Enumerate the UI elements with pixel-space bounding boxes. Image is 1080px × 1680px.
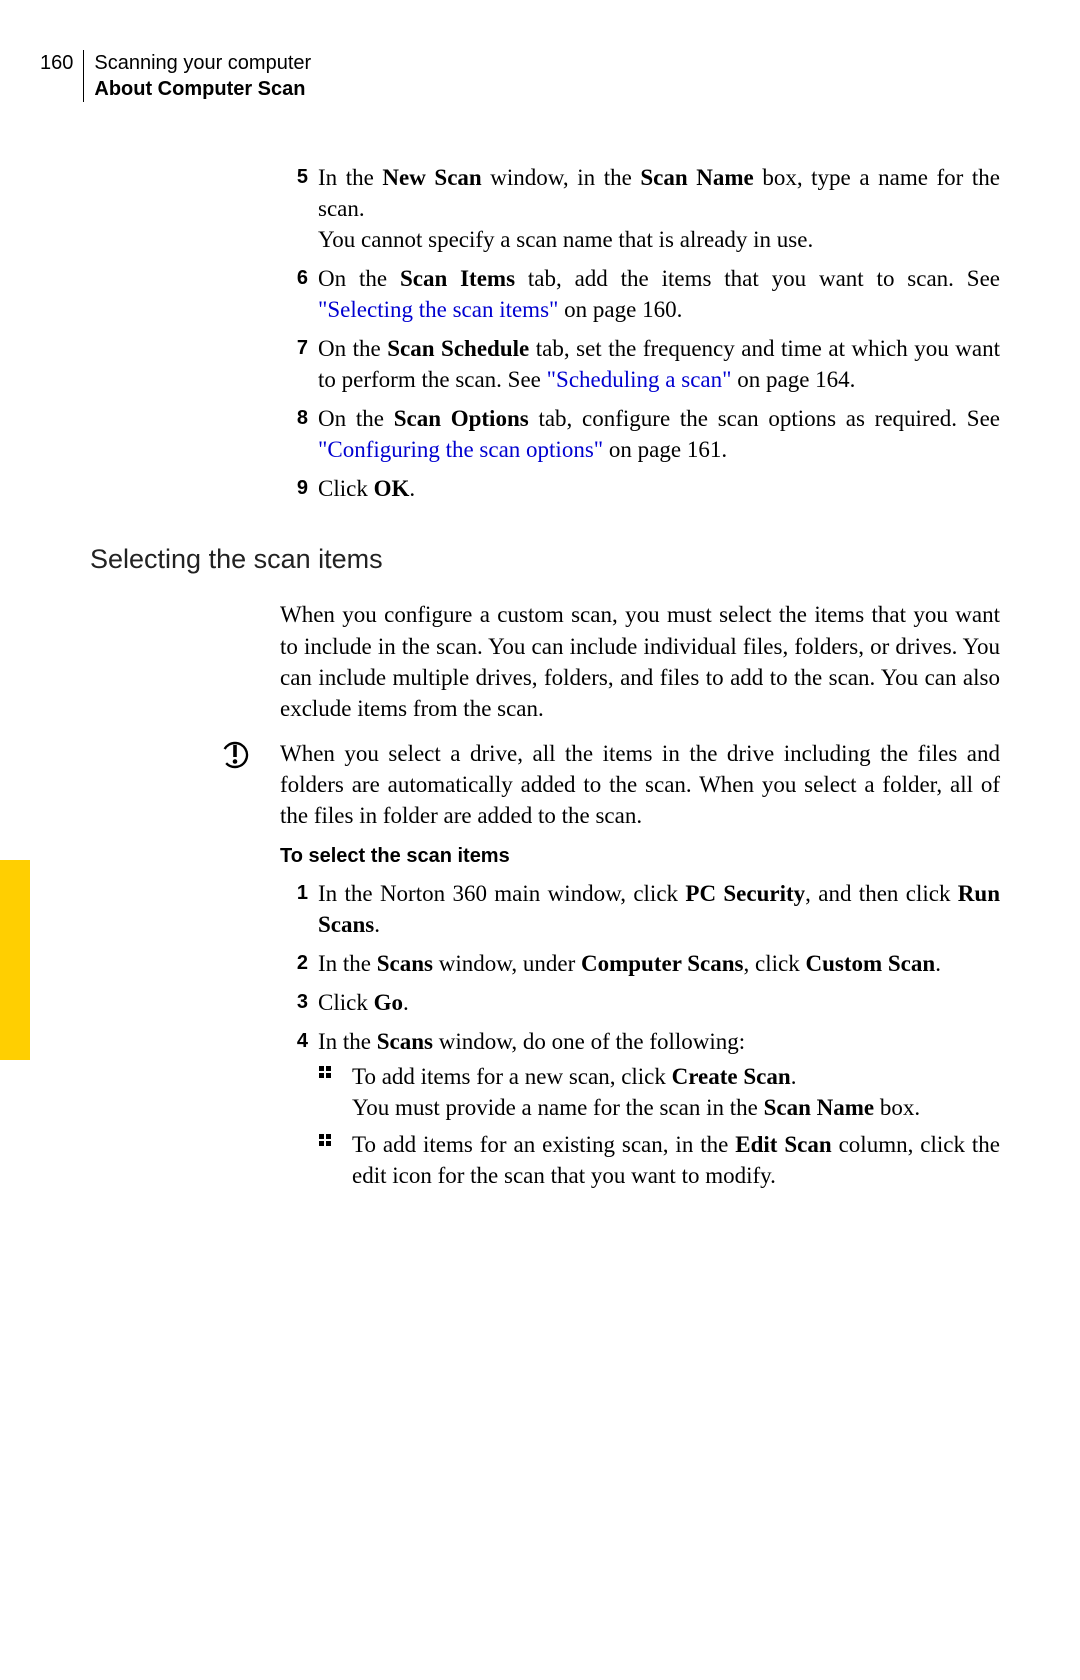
note-text: When you select a drive, all the items i… — [280, 738, 1000, 831]
section-heading: Selecting the scan items — [90, 544, 1000, 575]
step-9: 9 Click OK. — [280, 473, 1000, 504]
text-bold: Scan Items — [400, 266, 515, 291]
text-bold: Scans — [377, 951, 433, 976]
section-body: When you configure a custom scan, you mu… — [40, 599, 1000, 1197]
text-bold: Scan Name — [764, 1095, 875, 1120]
text: In the — [318, 951, 377, 976]
step-number: 3 — [280, 987, 318, 1016]
text: box. — [874, 1095, 920, 1120]
text: . — [791, 1064, 797, 1089]
text: , click — [744, 951, 806, 976]
cross-reference-link[interactable]: "Selecting the scan items" — [318, 297, 558, 322]
text: To add items for an existing scan, in th… — [352, 1132, 735, 1157]
text: In the — [318, 1029, 377, 1054]
cross-reference-link[interactable]: "Scheduling a scan" — [547, 367, 732, 392]
cross-reference-link[interactable]: "Configuring the scan options" — [318, 437, 603, 462]
bullet-item: To add items for an existing scan, in th… — [318, 1129, 1000, 1191]
step-number: 4 — [280, 1026, 318, 1055]
text-bold: Custom Scan — [805, 951, 935, 976]
step-number: 5 — [280, 162, 318, 191]
text-bold: Computer Scans — [581, 951, 744, 976]
bullet-icon — [318, 1061, 352, 1079]
step-number: 2 — [280, 948, 318, 977]
text: . — [935, 951, 941, 976]
text: On the — [318, 336, 387, 361]
step-number: 1 — [280, 878, 318, 907]
step-7: 7 On the Scan Schedule tab, set the freq… — [280, 333, 1000, 395]
step-3: 3 Click Go. — [280, 987, 1000, 1018]
step-1: 1 In the Norton 360 main window, click P… — [280, 878, 1000, 940]
text: on page 161. — [603, 437, 727, 462]
step-2: 2 In the Scans window, under Computer Sc… — [280, 948, 1000, 979]
step-5: 5 In the New Scan window, in the Scan Na… — [280, 162, 1000, 255]
text: . — [403, 990, 409, 1015]
text: window, in the — [482, 165, 641, 190]
chapter-title: Scanning your computer — [94, 50, 311, 76]
text: On the — [318, 266, 400, 291]
step-number: 8 — [280, 403, 318, 432]
text: On the — [318, 406, 394, 431]
text: window, do one of the following: — [433, 1029, 745, 1054]
step-8: 8 On the Scan Options tab, configure the… — [280, 403, 1000, 465]
text: . — [409, 476, 415, 501]
text-bold: New Scan — [382, 165, 481, 190]
step-number: 9 — [280, 473, 318, 502]
text: . — [374, 912, 380, 937]
procedure-title: To select the scan items — [280, 845, 1000, 868]
text-bold: Scan Options — [394, 406, 529, 431]
header-divider — [83, 50, 84, 102]
text: on page 164. — [732, 367, 856, 392]
text-bold: Scans — [377, 1029, 433, 1054]
text: To add items for a new scan, click — [352, 1064, 672, 1089]
text: Click — [318, 476, 374, 501]
text-bold: Create Scan — [672, 1064, 791, 1089]
step-number: 7 — [280, 333, 318, 362]
step-number: 6 — [280, 263, 318, 292]
text-bold: Go — [374, 990, 403, 1015]
page-content: 5 In the New Scan window, in the Scan Na… — [40, 162, 1000, 504]
text: In the — [318, 165, 382, 190]
step-4: 4 In the Scans window, do one of the fol… — [280, 1026, 1000, 1197]
text: tab, add the items that you want to scan… — [515, 266, 1000, 291]
text-bold: Edit Scan — [735, 1132, 831, 1157]
text: window, under — [433, 951, 581, 976]
page-header: 160 Scanning your computer About Compute… — [40, 50, 1000, 102]
note-block: When you select a drive, all the items i… — [280, 738, 1000, 831]
section-title: About Computer Scan — [94, 76, 311, 102]
bullet-icon — [318, 1129, 352, 1147]
bullet-list: To add items for a new scan, click Creat… — [318, 1061, 1000, 1191]
numbered-list-b: 1 In the Norton 360 main window, click P… — [280, 878, 1000, 1197]
text: You must provide a name for the scan in … — [352, 1095, 764, 1120]
text-bold: Scan Name — [640, 165, 753, 190]
paragraph: When you configure a custom scan, you mu… — [280, 599, 1000, 723]
warning-icon — [220, 738, 280, 775]
step-6: 6 On the Scan Items tab, add the items t… — [280, 263, 1000, 325]
bullet-item: To add items for a new scan, click Creat… — [318, 1061, 1000, 1123]
text: tab, configure the scan options as requi… — [529, 406, 1000, 431]
numbered-list-a: 5 In the New Scan window, in the Scan Na… — [280, 162, 1000, 504]
text: , and then click — [805, 881, 958, 906]
text-bold: OK — [374, 476, 410, 501]
text: Click — [318, 990, 374, 1015]
text: You cannot specify a scan name that is a… — [318, 227, 813, 252]
document-page: 160 Scanning your computer About Compute… — [0, 0, 1080, 1255]
text-bold: Scan Schedule — [387, 336, 529, 361]
page-number: 160 — [40, 50, 83, 76]
text-bold: PC Security — [685, 881, 805, 906]
text: In the Norton 360 main window, click — [318, 881, 685, 906]
text: on page 160. — [558, 297, 682, 322]
